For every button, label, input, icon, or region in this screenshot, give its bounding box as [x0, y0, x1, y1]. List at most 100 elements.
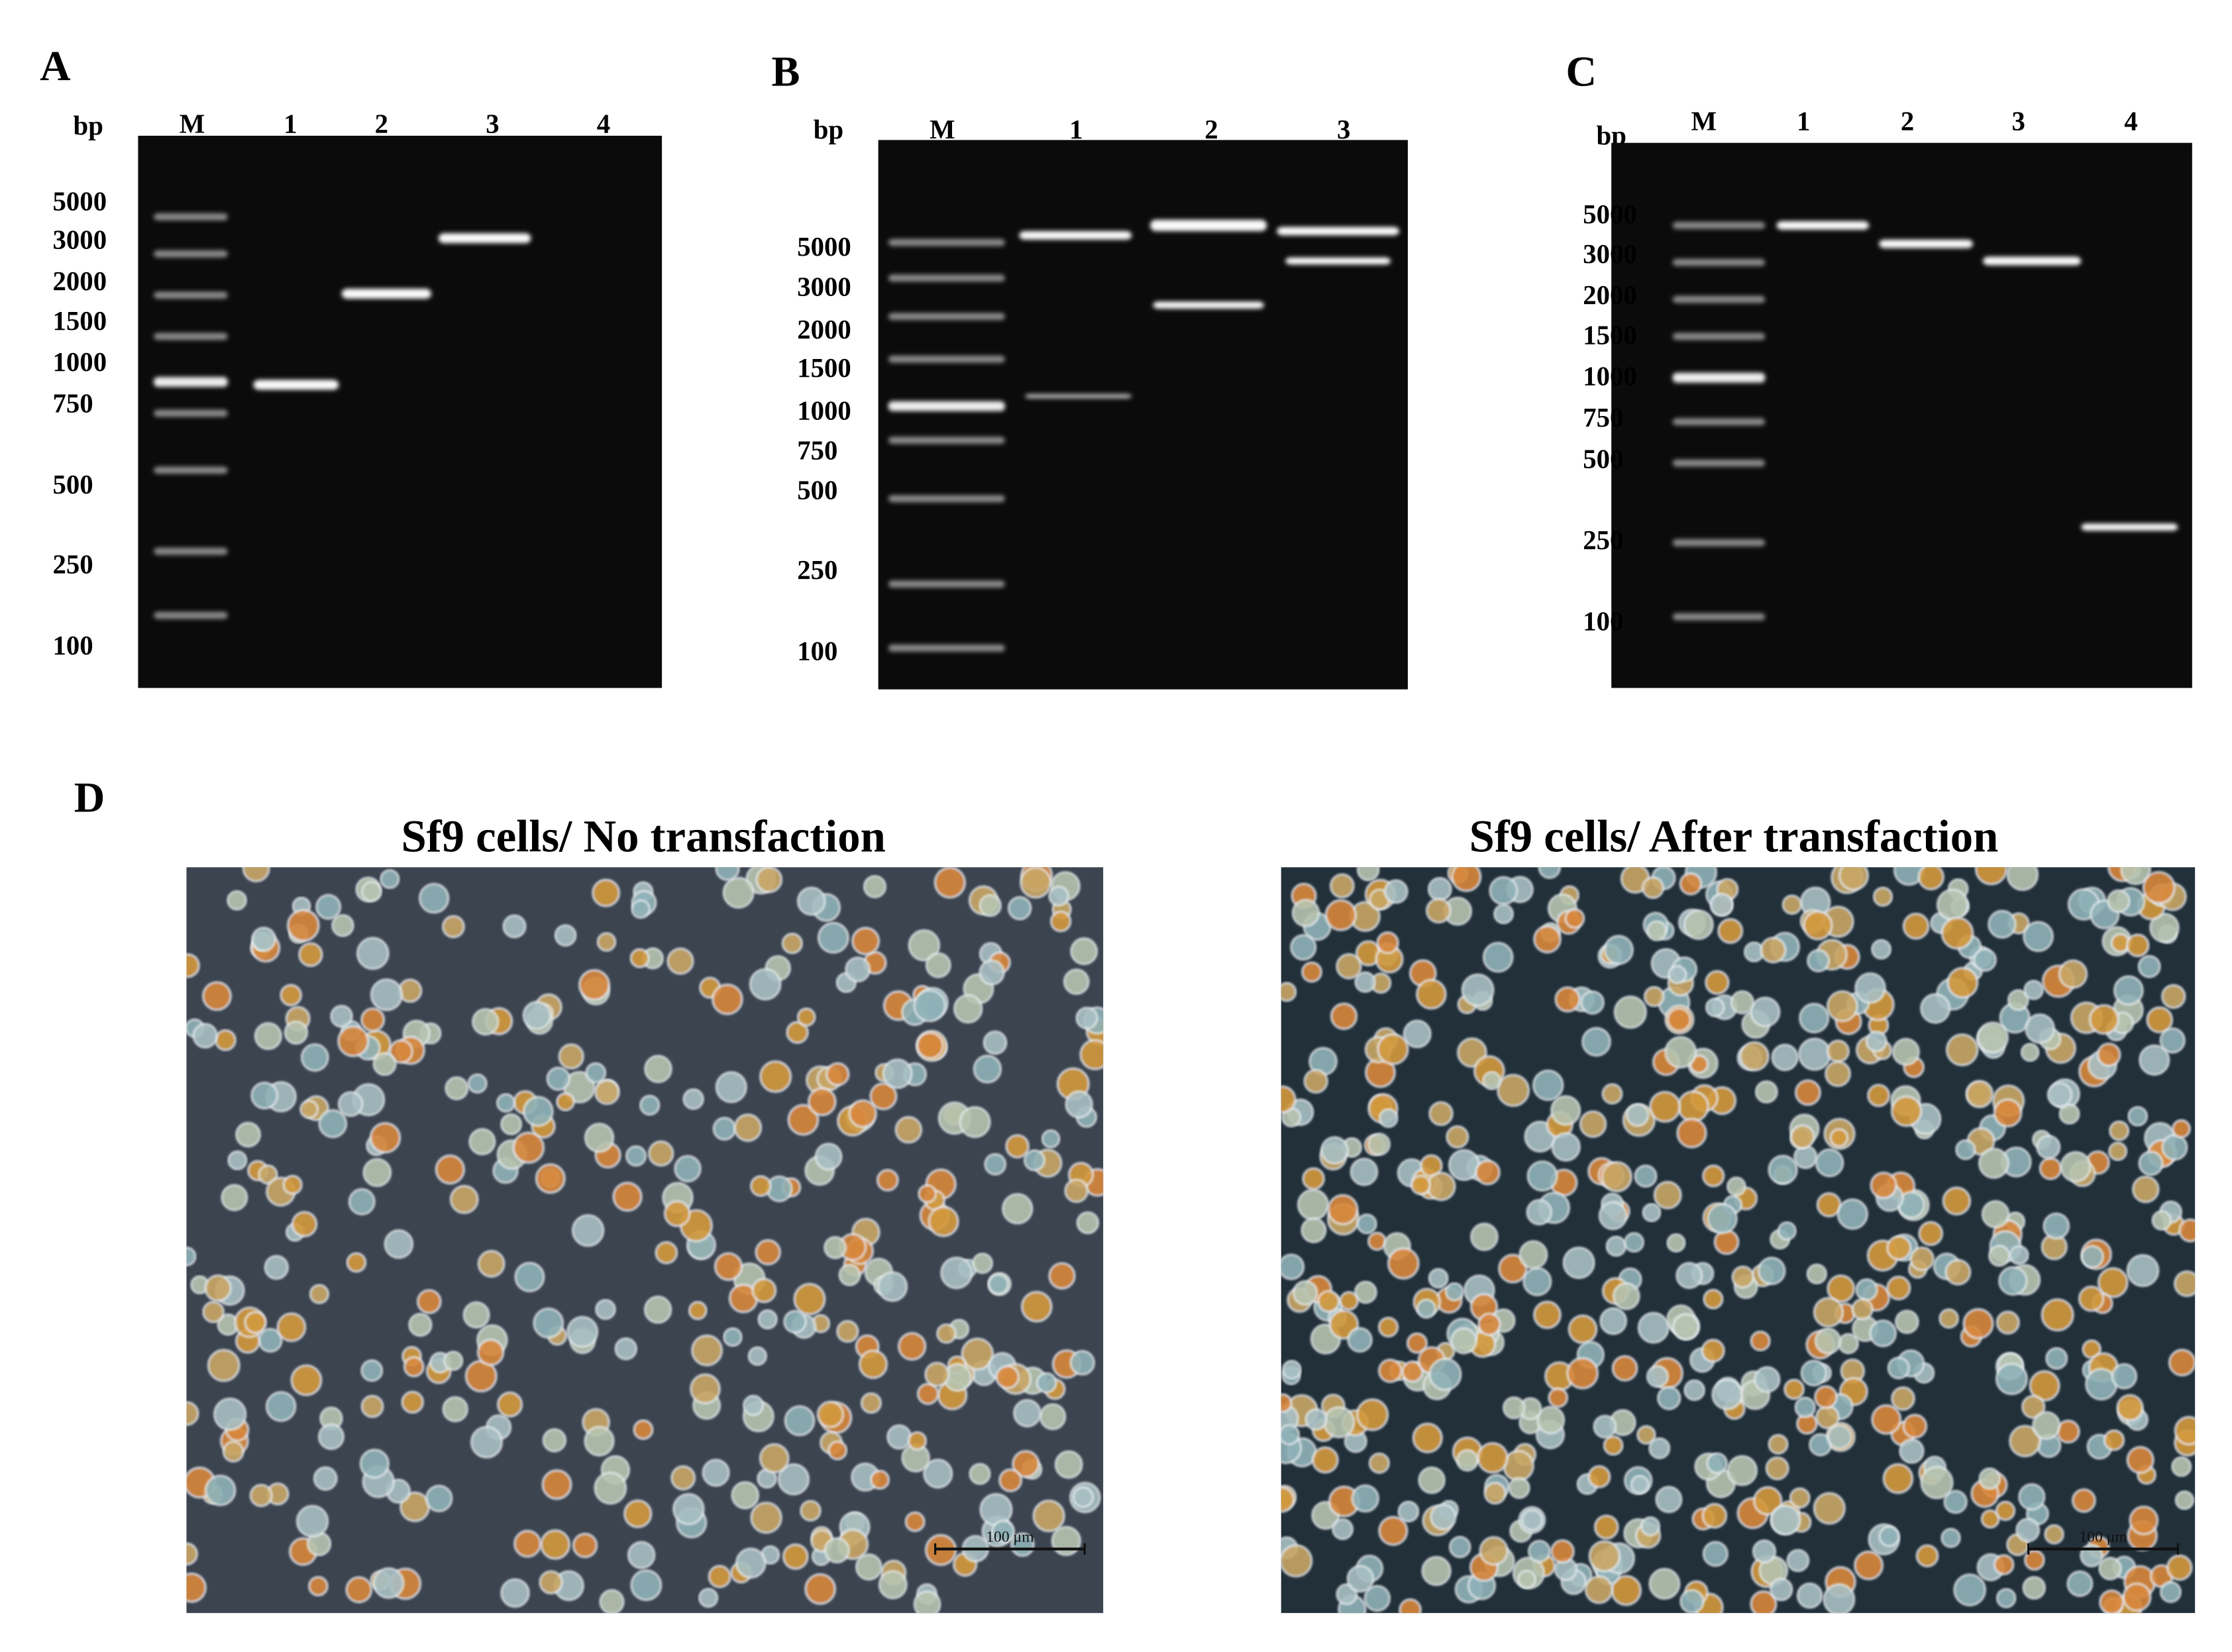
cell [566, 1316, 598, 1348]
cell [1752, 1539, 1777, 1564]
cell [644, 1296, 672, 1324]
ladder-band [888, 355, 1005, 363]
cell [1428, 877, 1452, 902]
cell [878, 1570, 908, 1600]
cell [1998, 1266, 2028, 1296]
cell [1798, 1037, 1831, 1071]
cell [1493, 903, 1514, 925]
cell [984, 1153, 1006, 1176]
cell [2127, 1106, 2148, 1127]
cell [1449, 1535, 1471, 1559]
ladder-band [1672, 372, 1766, 383]
cell [1430, 1504, 1457, 1531]
cell [630, 1569, 663, 1601]
cell [1550, 1539, 1575, 1564]
cell [2020, 1043, 2040, 1062]
lane-label: M [1691, 106, 1717, 136]
cell [2109, 1120, 2130, 1141]
image-title: Sf9 cells/ No transfaction [401, 811, 885, 862]
cell [1587, 1465, 1611, 1488]
cell [1826, 1039, 1850, 1063]
cell [372, 1052, 397, 1076]
cell [1356, 1213, 1377, 1235]
marker-label: 2000 [797, 315, 851, 344]
ladder-band [888, 238, 1005, 246]
cell [242, 867, 270, 882]
cell [1483, 941, 1514, 973]
cell [554, 924, 577, 947]
unit-label: bp [814, 115, 843, 144]
cell [814, 1143, 843, 1170]
cell [1008, 896, 1032, 921]
cell [2036, 1135, 2061, 1160]
cell [290, 1364, 323, 1396]
cell [1717, 918, 1744, 944]
cell [280, 984, 302, 1007]
cell [298, 942, 323, 967]
cell [1446, 1125, 1469, 1149]
cell [1946, 1033, 1979, 1066]
cell [1648, 1437, 1671, 1459]
cell [1753, 1486, 1783, 1516]
cell [882, 1058, 913, 1089]
cell [2021, 1394, 2046, 1419]
cell [961, 1337, 994, 1370]
cell [359, 1449, 390, 1479]
cell [1813, 1297, 1844, 1328]
cell [578, 969, 610, 1001]
cell [1626, 1103, 1650, 1127]
cell [2096, 1043, 2121, 1067]
cell [500, 1113, 522, 1135]
cell [783, 1310, 807, 1333]
cell [1475, 1159, 1501, 1186]
cell [1387, 1247, 1420, 1280]
lane-label: 2 [375, 109, 388, 139]
cell [2009, 1245, 2029, 1265]
cell [254, 1022, 282, 1051]
cell [1815, 1148, 1844, 1178]
cell [2041, 1298, 2074, 1331]
cell [1351, 1484, 1379, 1513]
marker-label: 1000 [52, 347, 107, 377]
cell [747, 1346, 767, 1366]
cell [1477, 1442, 1509, 1474]
panel-label: D [74, 774, 105, 821]
cell [449, 1185, 479, 1214]
cell [870, 1470, 890, 1490]
cell [1024, 1149, 1045, 1172]
cell [1672, 1313, 1699, 1341]
cell [360, 1007, 386, 1032]
cell [1920, 993, 1951, 1024]
cell [936, 1323, 957, 1344]
cell [1538, 867, 1561, 879]
cell [186, 1542, 198, 1566]
cell [249, 1484, 273, 1508]
cell [1330, 1002, 1357, 1030]
cell [467, 1073, 488, 1094]
cell [2111, 1363, 2137, 1390]
cell [309, 1284, 329, 1304]
cell [442, 915, 465, 939]
panel-label: B [772, 48, 800, 95]
cell [2039, 1157, 2062, 1180]
cell [2129, 1506, 2159, 1535]
cell [2108, 1141, 2128, 1161]
cell [757, 1309, 778, 1329]
cell [1768, 1155, 1798, 1185]
cell [1281, 1085, 1297, 1113]
cell [2058, 1103, 2080, 1125]
cell [923, 1459, 953, 1489]
cell [2058, 959, 2088, 989]
cell [227, 890, 247, 911]
ladder-band [154, 547, 228, 555]
cells [1281, 867, 2196, 1614]
cell [1750, 1331, 1771, 1351]
cell [2018, 1483, 2046, 1511]
cell [1750, 996, 1781, 1027]
cell [838, 1264, 861, 1286]
cell [1032, 1500, 1065, 1532]
cell [1895, 1310, 1919, 1334]
cell [222, 1441, 244, 1463]
cell [1354, 1280, 1377, 1304]
cell [759, 1443, 790, 1474]
